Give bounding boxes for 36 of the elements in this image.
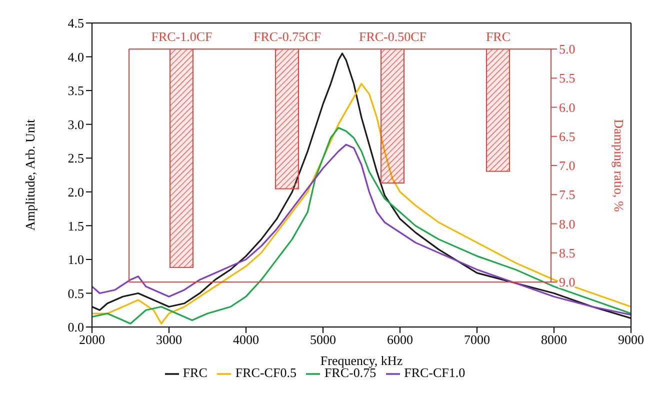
y-tick-label: 0.0 — [68, 320, 84, 335]
x-tick-label: 3000 — [156, 332, 182, 348]
y-tick-label: 8.5 — [559, 245, 576, 260]
legend-label: FRC-CF0.5 — [235, 365, 296, 380]
y-tick-label: 5.0 — [559, 42, 576, 57]
y-tick-label: 8.0 — [559, 216, 576, 232]
y-tick-label: 1.0 — [68, 252, 84, 268]
x-tick-label: 5000 — [310, 332, 336, 348]
x-tick-label: FRC-0.50CF — [358, 29, 427, 44]
x-tick-label: FRC — [486, 29, 511, 44]
y-tick-label: 2.5 — [68, 150, 84, 166]
legend-label: FRC-CF1.0 — [404, 365, 466, 380]
x-tick-label: 7000 — [464, 332, 490, 348]
x-tick-label: 6000 — [387, 332, 413, 348]
y-tick-label: 1.5 — [68, 218, 84, 234]
x-axis-title: Frequency, kHz — [320, 353, 403, 368]
y-tick-label: 4.5 — [68, 16, 84, 31]
y-tick-label: 4.0 — [68, 49, 84, 64]
x-tick-label: 4000 — [233, 332, 259, 348]
y-axis-title: Damping ratio, % — [611, 119, 626, 212]
x-tick-label: FRC-1.0CF — [151, 29, 212, 44]
x-tick-label: 2000 — [79, 332, 105, 348]
y-tick-label: 6.5 — [559, 128, 576, 144]
x-tick-label: FRC-0.75CF — [253, 29, 322, 44]
y-tick-label: 2.0 — [68, 184, 84, 200]
y-tick-label: 6.0 — [559, 100, 576, 115]
y-tick-label: 3.0 — [68, 116, 84, 132]
y-tick-label: 7.0 — [559, 158, 576, 174]
x-tick-label: 9000 — [618, 332, 644, 348]
y-tick-label: 7.5 — [559, 187, 576, 202]
y-tick-label: 3.5 — [68, 83, 84, 98]
y-tick-label: 5.5 — [559, 70, 576, 86]
y-axis-title: Amplitude, Arb. Unit — [22, 119, 38, 231]
legend-label: FRC — [182, 365, 208, 380]
x-tick-label: 8000 — [541, 332, 567, 348]
y-tick-label: 0.5 — [68, 286, 84, 301]
